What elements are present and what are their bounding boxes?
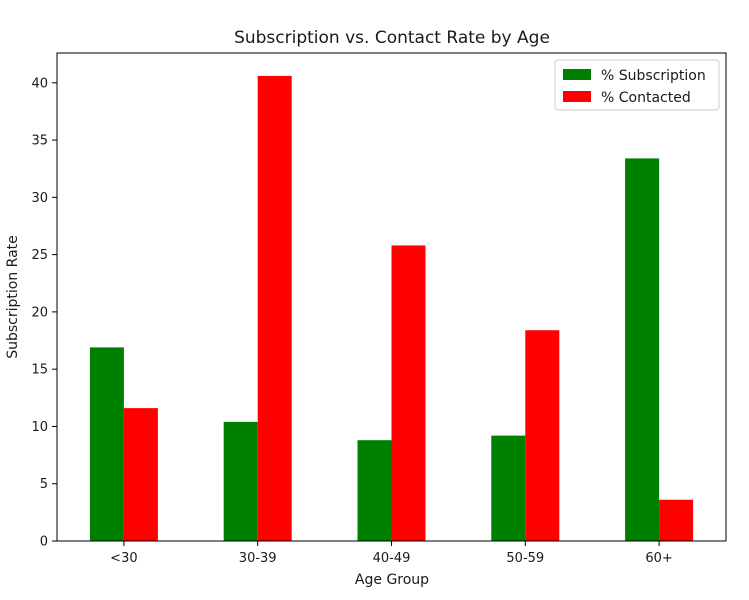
x-tick-label: 60+ xyxy=(645,551,672,566)
bar-subscription-2 xyxy=(357,440,392,541)
legend-frame xyxy=(554,59,720,111)
y-tick-label: 15 xyxy=(31,363,48,378)
bar-subscription-3 xyxy=(491,435,526,541)
x-axis-label: Age Group xyxy=(355,572,429,588)
x-tick-label: 50-59 xyxy=(506,551,544,566)
x-tick-label: 30-39 xyxy=(239,551,277,566)
bar-contacted-4 xyxy=(659,499,694,541)
chart-title: Subscription vs. Contact Rate by Age xyxy=(234,28,550,48)
bar-subscription-4 xyxy=(625,158,660,541)
y-tick-label: 25 xyxy=(31,248,48,263)
x-tick-label: 40-49 xyxy=(373,551,411,566)
legend-swatch-contacted xyxy=(563,91,591,102)
y-tick-label: 10 xyxy=(31,420,48,435)
legend: % Subscription % Contacted xyxy=(554,59,720,111)
y-tick-label: 40 xyxy=(31,76,48,91)
y-tick-label: 30 xyxy=(31,191,48,206)
legend-swatch-subscription xyxy=(563,69,591,80)
x-tick-label: <30 xyxy=(110,551,137,566)
y-axis: 0 5 10 15 20 25 30 35 40 xyxy=(31,76,57,550)
legend-label-subscription: % Subscription xyxy=(601,68,706,84)
bars-group xyxy=(89,75,694,541)
bar-subscription-0 xyxy=(89,347,124,541)
y-tick-label: 0 xyxy=(40,535,48,550)
y-axis-label: Subscription Rate xyxy=(5,235,21,359)
plot-frame xyxy=(56,52,727,542)
y-tick-label: 35 xyxy=(31,134,48,149)
bar-contacted-2 xyxy=(391,245,426,541)
bar-subscription-1 xyxy=(223,421,258,541)
y-tick-label: 5 xyxy=(40,477,48,492)
bar-contacted-3 xyxy=(525,330,560,541)
bar-contacted-1 xyxy=(257,75,292,541)
y-tick-label: 20 xyxy=(31,305,48,320)
legend-label-contacted: % Contacted xyxy=(601,90,691,106)
bar-contacted-0 xyxy=(123,408,158,541)
x-axis: <30 30-39 40-49 50-59 60+ xyxy=(110,541,673,566)
